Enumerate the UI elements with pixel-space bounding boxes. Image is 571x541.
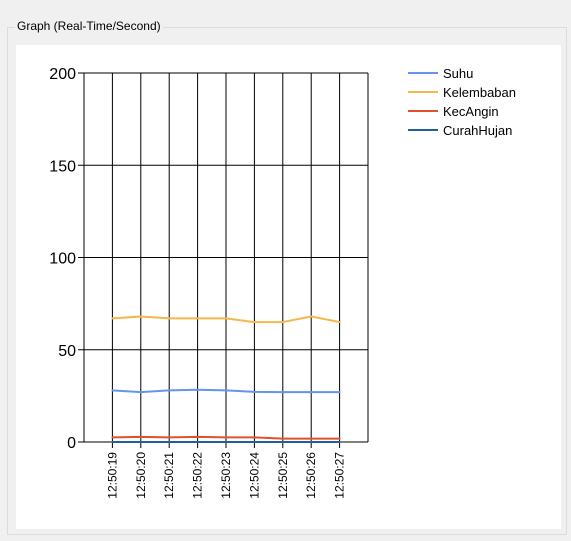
series-line-kecangin <box>111 435 341 440</box>
y-tick-label: 200 <box>49 66 76 83</box>
y-tick-label: 0 <box>67 435 76 452</box>
x-tick-label: 12:50:21 <box>162 452 176 499</box>
legend-label-suhu: Suhu <box>443 66 473 81</box>
line-chart: 0 50 100 150 200 12:50:19 12:50:20 12:50:21 12:5… <box>49 66 516 499</box>
x-tick-label: 12:50:25 <box>276 452 290 499</box>
x-tick-label: 12:50:26 <box>304 452 318 499</box>
x-tick-label: 12:50:22 <box>191 452 205 499</box>
x-tick-label: 12:50:20 <box>134 452 148 499</box>
groupbox-title: Graph (Real-Time/Second) <box>15 19 163 33</box>
graph-groupbox <box>7 27 567 535</box>
legend-label-kecangin: KecAngin <box>443 104 499 119</box>
y-tick-label: 150 <box>49 158 76 175</box>
y-tick-label: 100 <box>49 251 76 268</box>
x-tick-label: 12:50:19 <box>105 452 119 499</box>
series-line-kelembaban <box>111 315 341 324</box>
legend-label-kelembaban: Kelembaban <box>443 85 516 100</box>
x-tick-label: 12:50:27 <box>333 452 347 499</box>
x-tick-label: 12:50:24 <box>247 452 261 499</box>
series-line-suhu <box>111 388 341 394</box>
y-tick-label: 50 <box>58 343 76 360</box>
legend-label-curahhujan: CurahHujan <box>443 123 512 138</box>
chart-panel: 0 50 100 150 200 12:50:19 12:50:20 12:50:21 12:5… <box>16 45 561 529</box>
x-tick-label: 12:50:23 <box>219 452 233 499</box>
